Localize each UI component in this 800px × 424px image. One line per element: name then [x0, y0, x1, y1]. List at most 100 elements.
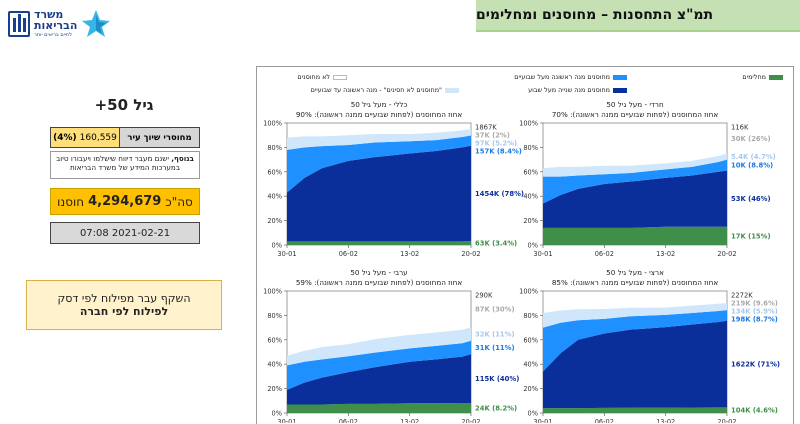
y-tick-label: 0% [528, 242, 538, 250]
y-tick-label: 20% [267, 385, 282, 393]
x-tick-label: 13-02 [656, 418, 675, 423]
x-tick-label: 13-02 [400, 250, 419, 258]
area-series-2 [287, 340, 471, 390]
update-timestamp: 07:08 2021-02-21 [50, 222, 200, 244]
unassigned-residents-value: 160,559 (4%) [51, 128, 119, 147]
legend-swatch-not-immune [445, 87, 459, 93]
legend-item-not-immune: "מחוסנים לא חסינים" - מנה ראשונה עד שבוע… [311, 86, 459, 94]
right-label-total: 2272K [731, 292, 753, 300]
right-label-notimmune: 97K (5.2%) [475, 140, 517, 148]
x-tick-label: 20-02 [717, 418, 736, 423]
y-tick-label: 100% [519, 288, 538, 296]
right-label-recovered: 17K (15%) [731, 232, 771, 240]
legend-label-first-dose: מחוסנים מנה ראשונה מעל שבועיים [514, 73, 610, 81]
right-label-unvacc: 87K (30%) [475, 306, 515, 314]
y-tick-label: 80% [523, 312, 538, 320]
reporting-note: בנוסף, ישנם מעבר דיווח שישלמו ויעבורו טי… [50, 151, 200, 179]
y-tick-label: 100% [263, 288, 282, 296]
area-series-0 [543, 226, 727, 245]
x-tick-label: 30-01 [277, 418, 296, 423]
legend-item-first-dose: מחוסנים מנה ראשונה מעל שבועיים [514, 73, 627, 81]
right-label-notimmune: 134K (5.9%) [731, 308, 778, 316]
chart-title: ערבי - מעל גיל 50 [350, 268, 407, 277]
x-tick-label: 13-02 [656, 250, 675, 258]
right-label-notimmune: 5.4K (4.7%) [731, 153, 776, 161]
y-tick-label: 20% [523, 217, 538, 225]
chart-title: כללי - מעל גיל 50 [351, 100, 408, 109]
ministry-logo: משרד הבריאות לחיים בריאים יותר [8, 4, 128, 44]
area-series-3 [543, 302, 727, 328]
area-series-0 [287, 240, 471, 245]
menorah-icon [8, 11, 30, 37]
area-series-0 [287, 402, 471, 413]
y-tick-label: 100% [519, 120, 538, 128]
chart-title: חרדי - מעל גיל 50 [606, 100, 664, 109]
x-tick-label: 30-01 [533, 250, 552, 258]
right-label-second: 53K (46%) [731, 195, 771, 203]
area-series-0 [543, 407, 727, 413]
legend-swatch-recovered [769, 74, 783, 80]
y-tick-label: 100% [263, 120, 282, 128]
right-label-first: 198K (8.7%) [731, 316, 778, 324]
unassigned-residents-label: מחוסרי שיוך עיר [119, 128, 199, 147]
x-tick-label: 30-01 [277, 250, 296, 258]
unassigned-residents: 160,559 (4%) מחוסרי שיוך עיר [50, 127, 200, 148]
segmentation-notice: השקף עבר מפילוח לפי דסק לפילוח לפי חברה [26, 280, 222, 330]
y-tick-label: 0% [272, 410, 282, 418]
x-tick-label: 30-01 [533, 418, 552, 423]
y-tick-label: 0% [272, 242, 282, 250]
y-tick-label: 40% [523, 193, 538, 201]
note-text: ישנם מעבר דיווח שישלמו ויעבורו טיוב במער… [56, 154, 180, 172]
right-label-recovered: 24K (8.2%) [475, 404, 517, 412]
x-tick-label: 20-02 [717, 250, 736, 258]
right-label-notimmune: 32K (11%) [475, 331, 515, 339]
right-label-unvacc: 219K (9.6%) [731, 300, 778, 308]
age-group-label: גיל 50+ [94, 96, 154, 114]
total-value: 4,294,679 [88, 194, 162, 209]
chart-subtitle: אחוז המחוסנים (לפחות שבועיים ממנה ראשונה… [552, 278, 718, 287]
residents-count: 160,559 [79, 132, 117, 143]
y-tick-label: 80% [267, 144, 282, 152]
logo-line-3: לחיים בריאים יותר [34, 32, 73, 38]
chart-subtitle: אחוז המחוסנים (לפחות שבועיים ממנה ראשונה… [296, 110, 462, 119]
right-label-total: 1867K [475, 124, 497, 132]
chart-subtitle: אחוז המחוסנים (לפחות שבועיים ממנה ראשונה… [296, 278, 462, 287]
y-tick-label: 80% [523, 144, 538, 152]
page-title: תמ"צ התחסנות – מחוסנים ומחלימים [476, 7, 714, 23]
legend-item-recovered: מחלימים [742, 73, 783, 81]
right-label-unvacc: 30K (26%) [731, 135, 771, 143]
area-series-3 [287, 327, 471, 366]
logo-line-1: משרד [34, 8, 64, 21]
right-label-recovered: 63K (3.4%) [475, 239, 517, 247]
y-tick-label: 60% [523, 336, 538, 344]
right-label-first: 157K (8.4%) [475, 148, 522, 156]
right-label-recovered: 104K (4.6%) [731, 407, 778, 415]
legend-label-second-dose: מחוסנים מנה שנייה מעל שבוע [528, 86, 610, 94]
legend-swatch-first-dose [613, 74, 627, 80]
area-series-2 [287, 135, 471, 193]
total-prefix: סה"כ [165, 194, 193, 209]
y-tick-label: 40% [267, 361, 282, 369]
legend-swatch-unvaccinated [333, 74, 347, 80]
area-series-2 [543, 310, 727, 372]
legend-label-unvaccinated: לא מחוסנים [297, 73, 330, 81]
area-series-1 [287, 145, 471, 242]
area-series-1 [543, 170, 727, 228]
star-logo-icon [82, 10, 111, 37]
y-tick-label: 20% [267, 217, 282, 225]
y-tick-label: 80% [267, 312, 282, 320]
area-series-1 [287, 354, 471, 405]
legend-label-recovered: מחלימים [742, 73, 766, 81]
notice-line-1: השקף עבר מפילוח לפי דסק [57, 292, 191, 305]
right-label-second: 1454K (78%) [475, 190, 524, 198]
x-tick-label: 06-02 [339, 418, 358, 423]
total-vaccinated: סה"כ 4,294,679 חוסנו [50, 188, 200, 215]
x-tick-label: 06-02 [595, 418, 614, 423]
page-title-bar: תמ"צ התחסנות – מחוסנים ומחלימים [476, 0, 800, 32]
charts-svg: חרדי - מעל גיל 50 אחוז המחוסנים (לפחות שב… [263, 100, 780, 423]
y-tick-label: 60% [523, 168, 538, 176]
chart-title: ארצי - מעל גיל 50 [606, 268, 664, 277]
